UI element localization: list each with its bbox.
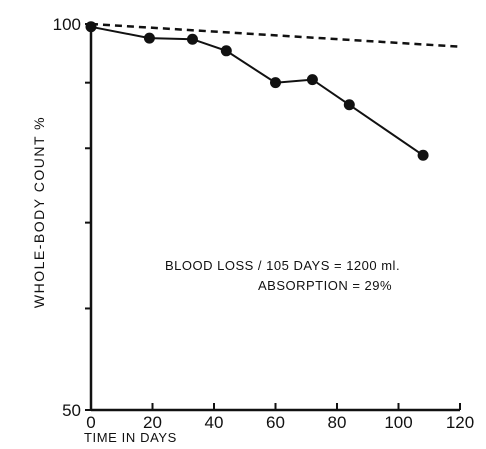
data-point [417, 149, 429, 161]
y-axis-label: WHOLE-BODY COUNT % [31, 116, 47, 308]
annotation-blood-loss: BLOOD LOSS / 105 DAYS = 1200 ml. [165, 258, 400, 273]
series-line [90, 25, 424, 157]
data-point [343, 99, 355, 111]
labels-layer: WHOLE-BODY COUNT % TIME IN DAYS BLOOD LO… [31, 116, 400, 445]
data-point [220, 45, 232, 57]
y-tick-label: 100 [53, 15, 81, 34]
x-axis-label: TIME IN DAYS [84, 430, 177, 444]
data-point [186, 33, 198, 45]
dashed-reference-line [90, 22, 461, 48]
x-tick-label: 80 [328, 413, 347, 432]
x-tick-label: 0 [86, 413, 95, 432]
x-tick-label: 20 [143, 413, 162, 432]
axes: 0 20 40 60 80 100 120 50 100 [53, 15, 475, 432]
x-tick-label: 100 [384, 413, 412, 432]
annotation-absorption: ABSORPTION = 29% [258, 278, 392, 293]
data-point [143, 32, 155, 44]
data-point [270, 77, 281, 89]
data-point [306, 74, 318, 86]
y-tick-label: 50 [62, 401, 81, 420]
x-tick-label: 120 [446, 413, 474, 432]
data-point [85, 21, 97, 33]
series-layer [85, 21, 461, 161]
x-tick-label: 40 [205, 413, 224, 432]
x-tick-label: 60 [266, 413, 285, 432]
